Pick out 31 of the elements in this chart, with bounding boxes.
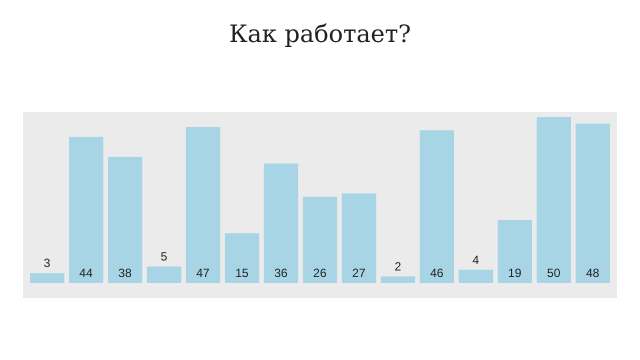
- bar: [342, 193, 376, 284]
- bar: [68, 136, 104, 284]
- data-label: 19: [508, 266, 522, 280]
- bar: [498, 220, 532, 284]
- bar: [380, 276, 416, 284]
- data-label: 44: [79, 266, 93, 280]
- data-label: 46: [430, 266, 444, 280]
- data-label: 26: [313, 266, 327, 280]
- data-label: 15: [235, 266, 249, 280]
- bar: [264, 163, 298, 284]
- bar: [576, 124, 610, 284]
- bar: [146, 266, 182, 284]
- data-label: 27: [352, 266, 366, 280]
- data-label: 38: [118, 266, 132, 280]
- bar: [420, 130, 454, 284]
- data-label: 5: [160, 249, 168, 264]
- bar: [458, 270, 494, 284]
- bar: [186, 126, 220, 284]
- data-label: 3: [44, 256, 51, 270]
- data-label: 36: [274, 266, 288, 280]
- data-label: 4: [472, 252, 480, 267]
- bar: [30, 273, 64, 284]
- data-label: 48: [586, 266, 600, 280]
- bar: [224, 233, 260, 284]
- data-label: 50: [547, 266, 561, 280]
- data-label: 2: [394, 259, 402, 274]
- data-label: 47: [196, 266, 210, 280]
- bar: [108, 156, 142, 284]
- bar: [536, 116, 572, 284]
- bar: [302, 196, 338, 284]
- chart-title: Как работает?: [228, 20, 412, 48]
